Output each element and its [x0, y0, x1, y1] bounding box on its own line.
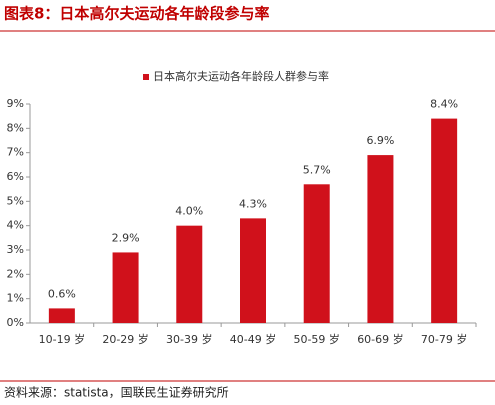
x-tick-label: 50-59 岁 — [293, 332, 339, 346]
y-tick-label: 5% — [7, 194, 24, 207]
bar — [303, 184, 330, 323]
chart-title: 图表8：日本高尔夫运动各年龄段参与率 — [4, 5, 269, 23]
legend-label: 日本高尔夫运动各年龄段人群参与率 — [153, 69, 329, 83]
bar — [431, 118, 458, 323]
y-tick-label: 4% — [7, 219, 24, 232]
value-label: 0.6% — [48, 287, 76, 300]
value-label: 8.4% — [430, 98, 458, 111]
y-tick-label: 1% — [7, 292, 24, 305]
x-tick-label: 20-29 岁 — [102, 332, 148, 346]
y-tick-label: 3% — [7, 243, 24, 256]
bar — [176, 225, 203, 323]
x-tick-label: 10-19 岁 — [39, 332, 85, 346]
x-tick-label: 30-39 岁 — [166, 332, 212, 346]
value-label: 5.7% — [303, 163, 331, 176]
y-tick-label: 7% — [7, 146, 24, 159]
y-tick-label: 8% — [7, 121, 24, 134]
x-tick-label: 70-79 岁 — [421, 332, 467, 346]
y-tick-label: 2% — [7, 267, 24, 280]
bar — [367, 155, 394, 323]
y-tick-label: 9% — [7, 97, 24, 110]
x-tick-label: 40-49 岁 — [230, 332, 276, 346]
value-label: 4.0% — [175, 205, 203, 218]
value-label: 6.9% — [366, 134, 394, 147]
bar — [48, 308, 75, 323]
legend-swatch — [143, 74, 149, 80]
value-label: 4.3% — [239, 197, 267, 210]
source-note: 资料来源：statista，国联民生证券研究所 — [4, 385, 229, 400]
y-tick-label: 6% — [7, 170, 24, 183]
y-tick-label: 0% — [7, 316, 24, 329]
bar — [240, 218, 266, 323]
x-tick-label: 60-69 岁 — [357, 332, 403, 346]
value-label: 2.9% — [112, 231, 140, 244]
bar — [112, 252, 139, 323]
